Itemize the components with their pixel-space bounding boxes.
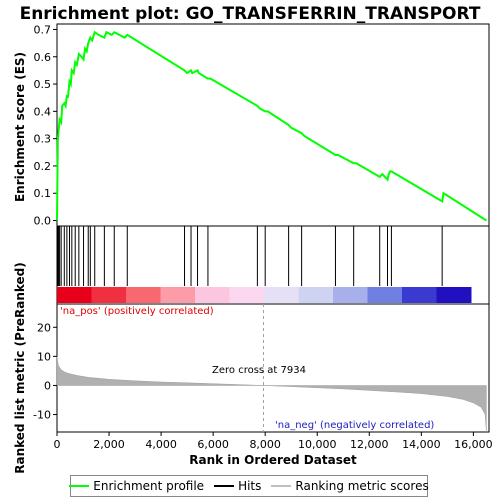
x-tick-label: 4,000 <box>145 438 177 451</box>
heatbar-segment <box>436 287 472 303</box>
enrichment-profile-line <box>56 30 487 222</box>
heatbar-segment <box>126 287 161 303</box>
heatbar-segment <box>195 287 230 303</box>
es-y-ticks: 0.0 0.1 0.2 0.3 0.4 0.5 0.6 0.7 <box>34 23 57 228</box>
es-ytick-label: 0.3 <box>34 133 52 146</box>
es-ytick-label: 0.5 <box>34 78 52 91</box>
rank-ytick-label: -10 <box>33 409 51 422</box>
legend-swatch-hits <box>214 485 235 487</box>
heatbar-segment <box>264 287 299 303</box>
zero-cross-label: Zero cross at 7934 <box>212 365 306 376</box>
legend-label-hits: Hits <box>238 479 262 493</box>
legend-swatch-metric <box>271 485 292 487</box>
x-axis-label: Rank in Ordered Dataset <box>189 453 357 467</box>
rank-panel-frame <box>56 303 490 433</box>
chart-title: Enrichment plot: GO_TRANSFERRIN_TRANSPOR… <box>20 4 481 24</box>
rank-ylabel: Ranked list metric (PreRanked) <box>13 262 27 474</box>
heatbar-segment <box>402 287 437 303</box>
legend-label-enrichment: Enrichment profile <box>93 479 205 493</box>
x-tick-label: 12,000 <box>350 438 389 451</box>
es-ytick-label: 0.1 <box>34 187 52 200</box>
heatbar-segment <box>160 287 196 303</box>
es-panel: 0.0 0.1 0.2 0.3 0.4 0.5 0.6 0.7 Enrichment scor… <box>13 23 490 228</box>
heatbar-segment <box>91 287 127 303</box>
legend: Enrichment profile Hits Ranking metric s… <box>69 475 429 497</box>
legend-item-hits: Hits <box>214 479 261 493</box>
rank-ytick-label: 10 <box>37 350 51 363</box>
es-ytick-label: 0.4 <box>34 105 52 118</box>
es-panel-frame <box>56 23 490 227</box>
heatbar-segment <box>367 287 403 303</box>
x-tick-label: 10,000 <box>298 438 337 451</box>
legend-swatch-enrichment <box>69 485 90 487</box>
es-ytick-label: 0.0 <box>34 215 52 228</box>
heatbar-segment <box>333 287 368 303</box>
x-tick-label: 6,000 <box>197 438 229 451</box>
legend-label-metric: Ranking metric scores <box>295 479 429 493</box>
neg-label: 'na_neg' (negatively correlated) <box>275 420 434 431</box>
hits-panel <box>56 225 490 305</box>
x-tick-label: 8,000 <box>249 438 281 451</box>
heatbar-segment <box>298 287 334 303</box>
x-tick-label: 2,000 <box>93 438 125 451</box>
rank-panel: -10 0 10 20 'na_pos' (positively correlated… <box>13 262 490 474</box>
es-ylabel: Enrichment score (ES) <box>13 52 27 202</box>
rank-ytick-label: 20 <box>37 321 51 334</box>
heatbar-segment <box>57 287 92 303</box>
ranking-metric-area <box>56 356 487 433</box>
legend-item-metric: Ranking metric scores <box>271 479 429 493</box>
es-ytick-label: 0.6 <box>34 51 52 64</box>
x-tick-label: 16,000 <box>454 438 493 451</box>
legend-item-enrichment: Enrichment profile <box>69 479 204 493</box>
hit-lines <box>57 226 443 286</box>
ranking-heatbar <box>57 287 472 303</box>
rank-ytick-label: 0 <box>44 379 51 392</box>
es-ytick-label: 0.7 <box>34 23 52 36</box>
pos-label: 'na_pos' (positively correlated) <box>60 306 214 317</box>
x-tick-label: 0 <box>54 438 61 451</box>
heatbar-segment <box>229 287 265 303</box>
es-ytick-label: 0.2 <box>34 160 52 173</box>
rank-y-ticks: -10 0 10 20 <box>33 321 57 422</box>
x-ticks: 0 2,000 4,000 6,000 8,000 10,000 12,000 14,000 1… <box>54 432 493 451</box>
x-tick-label: 14,000 <box>402 438 441 451</box>
